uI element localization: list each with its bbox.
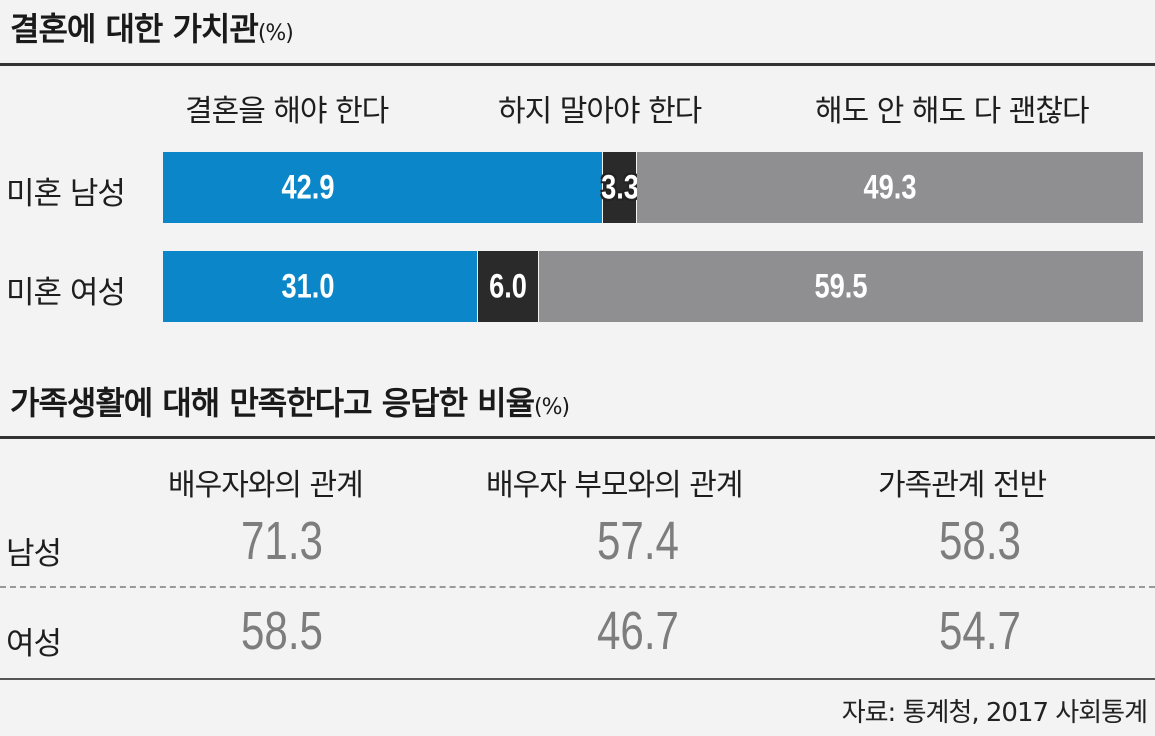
chart1-col-header-3: 해도 안 해도 다 괜찮다 xyxy=(815,94,1090,129)
chart2-title: 가족생활에 대해 만족한다고 응답한 비율 xyxy=(10,384,535,422)
table-row-divider xyxy=(0,586,1155,588)
chart1-col-header-2: 하지 말아야 한다 xyxy=(498,94,702,129)
bar-label-row2-series3: 59.5 xyxy=(814,267,868,305)
chart1-title: 결혼에 대한 가치관 xyxy=(10,10,259,48)
table-col-header-1: 배우자와의 관계 xyxy=(168,468,364,503)
chart2-top-rule xyxy=(0,436,1155,439)
source-note: 자료: 통계청, 2017 사회통계 xyxy=(841,698,1148,728)
bar-segment-row2-series2 xyxy=(477,251,538,322)
table-cell-female-overall: 54.7 xyxy=(939,601,1021,661)
bar-label-row2-series1: 31.0 xyxy=(281,267,335,305)
table-col-header-3: 가족관계 전반 xyxy=(878,468,1047,503)
bar-label-row2-series2: 6.0 xyxy=(489,267,528,305)
bar-segment-row2-series3 xyxy=(538,251,1143,322)
table-bottom-rule xyxy=(0,678,1155,680)
table-cell-male-spouse: 71.3 xyxy=(241,511,323,571)
bar-segment-row1-series3 xyxy=(637,152,1143,223)
table-row-label-female: 여성 xyxy=(6,626,62,662)
chart1-top-rule xyxy=(0,63,1155,66)
chart1-col-header-1: 결혼을 해야 한다 xyxy=(185,94,389,129)
bar-label-row1-series3: 49.3 xyxy=(863,168,917,206)
table-cell-female-spouse: 58.5 xyxy=(241,601,323,661)
table-cell-male-inlaws: 57.4 xyxy=(597,511,679,571)
table-row-label-male: 남성 xyxy=(6,536,62,572)
bar-label-row1-series1: 42.9 xyxy=(281,168,335,206)
chart1-row-label-male: 미혼 남성 xyxy=(6,176,126,212)
bar-segment-row2-series1 xyxy=(163,251,477,322)
chart1-unit: (%) xyxy=(257,21,294,46)
bar-segment-row1-series2 xyxy=(603,152,637,223)
chart1-row-label-female: 미혼 여성 xyxy=(6,275,126,311)
chart1-title-wrap: 결혼에 대한 가치관(%) xyxy=(10,4,294,50)
table-col-header-2: 배우자 부모와의 관계 xyxy=(486,468,743,503)
chart2-title-wrap: 가족생활에 대해 만족한다고 응답한 비율(%) xyxy=(10,378,570,424)
bar-label-row1-series2: 3.3 xyxy=(601,168,640,206)
bar-segment-row1-series1 xyxy=(163,152,603,223)
table-cell-female-inlaws: 46.7 xyxy=(597,601,679,661)
table-cell-male-overall: 58.3 xyxy=(939,511,1021,571)
chart2-unit: (%) xyxy=(534,395,570,420)
